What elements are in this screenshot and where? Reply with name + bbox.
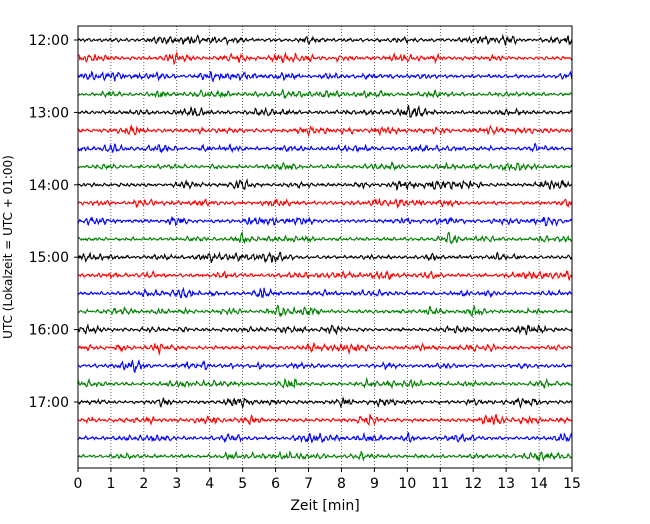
seismic-trace (77, 33, 573, 46)
seismic-trace (77, 304, 573, 318)
x-tick-label: 2 (139, 476, 148, 492)
y-tick-label: 14:00 (29, 178, 69, 194)
seismic-trace (77, 269, 573, 282)
seismic-trace (77, 104, 573, 118)
seismic-trace (77, 413, 573, 427)
x-tick-label: 6 (271, 476, 280, 492)
trace-layer (77, 33, 573, 462)
seismic-trace (77, 396, 573, 410)
y-tick-layer: 12:00 13:00 14:00 15:00 16:00 17:00 (29, 33, 78, 411)
y-tick-label: 12:00 (29, 33, 69, 49)
y-tick-label: 13:00 (29, 105, 69, 121)
x-tick-label: 1 (106, 476, 115, 492)
plot-frame (77, 25, 573, 469)
x-tick-label: 4 (205, 476, 214, 492)
seismic-trace (77, 431, 573, 444)
x-tick-label: 5 (238, 476, 247, 492)
seismic-trace (77, 450, 573, 462)
seismic-trace (77, 251, 573, 264)
seismic-trace (77, 142, 573, 154)
y-tick-label: 15:00 (29, 250, 69, 266)
x-tick-label: 7 (304, 476, 313, 492)
x-tick-label: 13 (497, 476, 515, 492)
seismic-trace (77, 161, 573, 172)
y-tick-label: 16:00 (29, 323, 69, 339)
x-tick-label: 11 (431, 476, 449, 492)
seismic-trace (77, 51, 573, 66)
seismic-trace (77, 88, 573, 100)
x-tick-label: 14 (530, 476, 548, 492)
x-tick-label: 15 (563, 476, 581, 492)
x-tick-label: 9 (370, 476, 379, 492)
y-axis-label: UTC (Lokalzeit = UTC + 01:00) (1, 155, 15, 339)
x-tick-label: 8 (337, 476, 346, 492)
x-tick-label: 3 (172, 476, 181, 492)
seismic-trace (77, 230, 573, 245)
x-tick-label: 12 (464, 476, 482, 492)
seismic-trace (77, 376, 573, 390)
seismic-trace (77, 70, 573, 83)
y-tick-label: 17:00 (29, 395, 69, 411)
seismic-trace (77, 124, 573, 138)
x-tick-layer: 0 1 2 3 4 5 6 7 8 9 10 11 12 13 14 15 (74, 468, 581, 492)
x-axis-label: Zeit [min] (290, 498, 359, 514)
seismic-trace (77, 323, 573, 336)
seismic-trace (77, 342, 573, 356)
x-tick-label: 0 (74, 476, 83, 492)
seismic-trace (77, 359, 573, 373)
seismic-trace (77, 198, 573, 210)
x-tick-label: 10 (398, 476, 416, 492)
seismic-trace (77, 215, 573, 227)
seismic-trace (77, 177, 573, 192)
seismic-trace (77, 286, 573, 299)
